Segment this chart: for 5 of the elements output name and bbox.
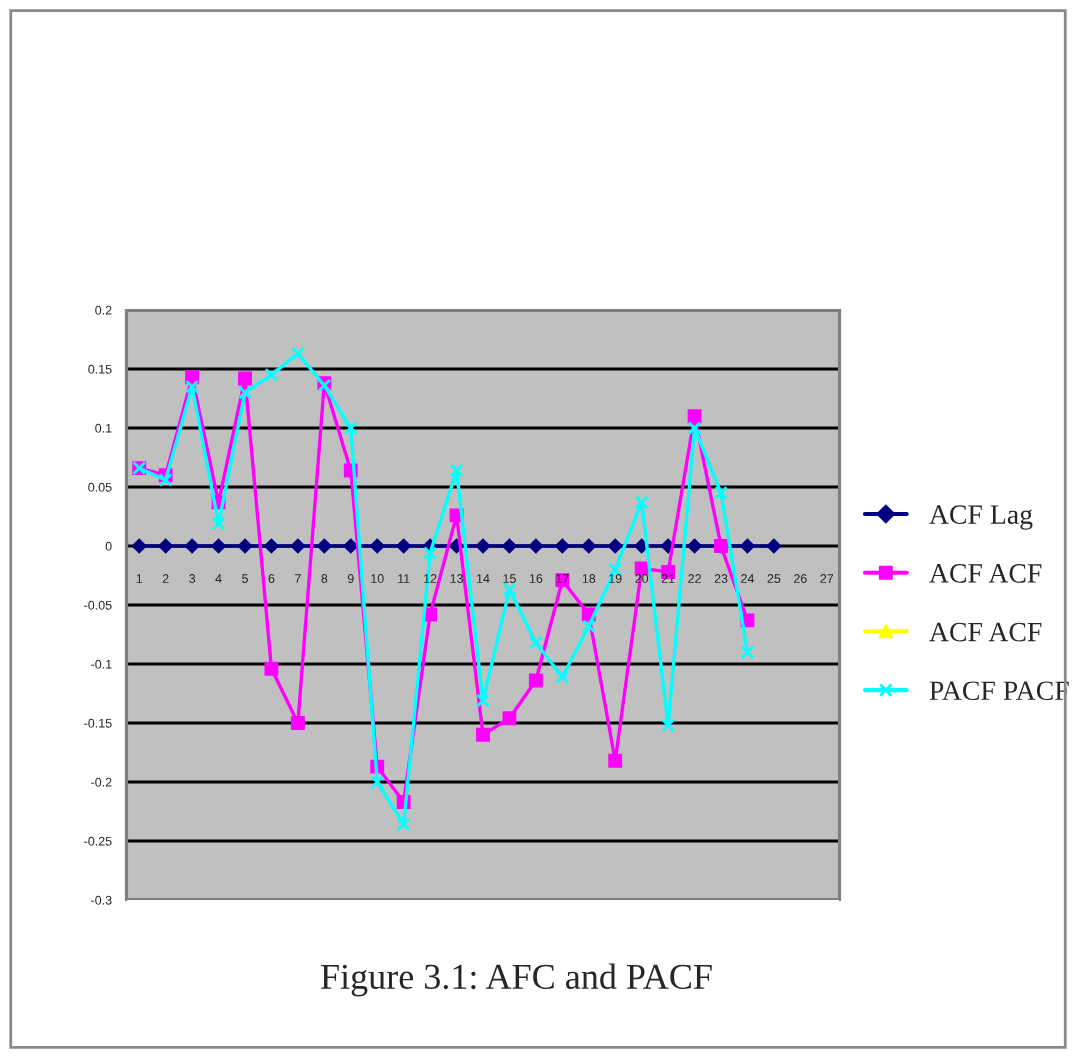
legend-label: ACF ACF bbox=[929, 622, 1042, 642]
legend-label: ACF Lag bbox=[929, 505, 1033, 530]
legend-label: PACF PACF bbox=[929, 681, 1069, 701]
caption: Figure 3.1: AFC and PACF bbox=[321, 963, 712, 997]
legend-label: ACF ACF bbox=[929, 564, 1042, 583]
